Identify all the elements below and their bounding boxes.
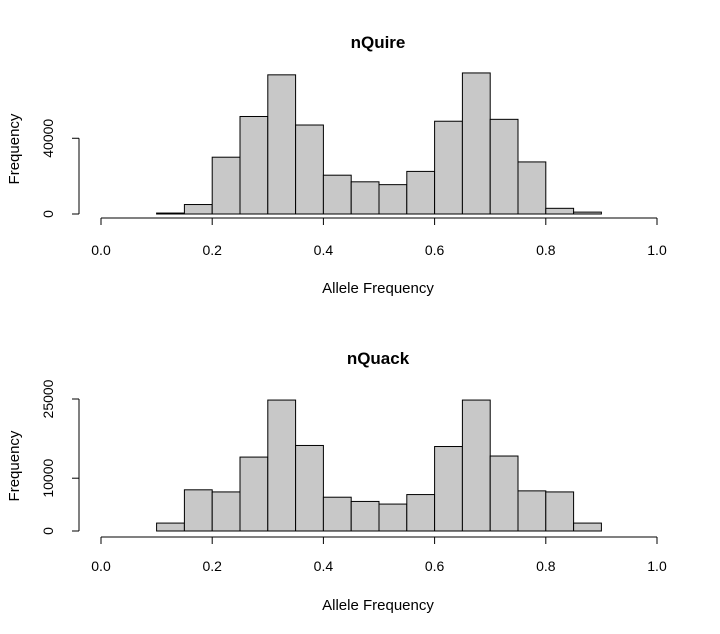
- x-axis-label: Allele Frequency: [322, 280, 434, 297]
- nquack-histogram-panel: nQuack Allele Frequency Frequency 0.0 0.2…: [6, 349, 667, 614]
- histogram-bar: [295, 124, 324, 215]
- y-tick-label: 10000: [40, 459, 56, 498]
- histogram-bar: [461, 72, 491, 215]
- y-tick-label: 40000: [40, 119, 56, 158]
- histogram-bar: [322, 174, 352, 215]
- y-axis-label: Frequency: [6, 113, 23, 184]
- histogram-bar: [156, 522, 185, 532]
- histogram-bar: [239, 456, 269, 532]
- histogram-bar: [267, 74, 297, 215]
- histogram-bars: [156, 399, 602, 532]
- histogram-bar: [573, 211, 602, 215]
- nquire-histogram-panel: nQuire Allele Frequency Frequency 0.0 0.2…: [6, 33, 667, 297]
- x-tick-label: 0.6: [425, 242, 445, 258]
- x-tick-label: 0.8: [536, 242, 556, 258]
- histogram-bar: [461, 399, 491, 532]
- x-tick-label: 0.4: [314, 242, 334, 258]
- histogram-bar: [239, 115, 269, 215]
- x-tick-label: 0.6: [425, 558, 445, 574]
- histogram-bar: [545, 491, 575, 532]
- x-axis: 0.0 0.2 0.4 0.6 0.8 1.0: [91, 536, 667, 574]
- histogram-bar: [489, 455, 519, 532]
- histogram-bar: [211, 156, 241, 215]
- histogram-bar: [322, 496, 352, 532]
- x-tick-label: 0.8: [536, 558, 556, 574]
- histogram-bar: [350, 181, 380, 215]
- x-axis-label: Allele Frequency: [322, 597, 434, 614]
- y-tick-label: 0: [40, 210, 56, 218]
- histogram-bar: [211, 491, 241, 532]
- x-axis: 0.0 0.2 0.4 0.6 0.8 1.0: [91, 217, 667, 258]
- y-tick-label: 0: [40, 527, 56, 535]
- x-tick-label: 1.0: [647, 242, 667, 258]
- histogram-bar: [573, 522, 602, 532]
- y-axis: 0 10000 25000: [40, 379, 80, 535]
- y-axis: 0 40000: [40, 119, 80, 218]
- histogram-bar: [183, 204, 213, 215]
- histogram-bars: [156, 72, 602, 215]
- histogram-bar: [378, 503, 408, 532]
- histogram-bar: [489, 118, 519, 215]
- y-tick-label: 25000: [40, 379, 56, 418]
- histogram-bar: [267, 399, 297, 532]
- histogram-bar: [545, 207, 575, 215]
- histogram-bar: [350, 500, 380, 532]
- histogram-bar: [156, 212, 185, 215]
- histogram-bar: [406, 494, 436, 532]
- histogram-bar: [183, 489, 213, 532]
- x-tick-label: 0.0: [91, 558, 111, 574]
- chart-title: nQuire: [351, 33, 406, 52]
- histogram-bar: [406, 170, 436, 215]
- histogram-bar: [378, 184, 408, 215]
- x-tick-label: 0.2: [202, 242, 222, 258]
- histogram-bar: [434, 446, 463, 532]
- histogram-bar: [434, 120, 463, 215]
- x-tick-label: 0.4: [314, 558, 334, 574]
- histogram-bar: [517, 161, 547, 215]
- x-tick-label: 1.0: [647, 558, 667, 574]
- histogram-bar: [295, 444, 324, 532]
- y-axis-label: Frequency: [6, 430, 23, 501]
- x-tick-label: 0.2: [202, 558, 222, 574]
- chart-title: nQuack: [347, 349, 410, 368]
- x-tick-label: 0.0: [91, 242, 111, 258]
- histogram-bar: [517, 490, 547, 532]
